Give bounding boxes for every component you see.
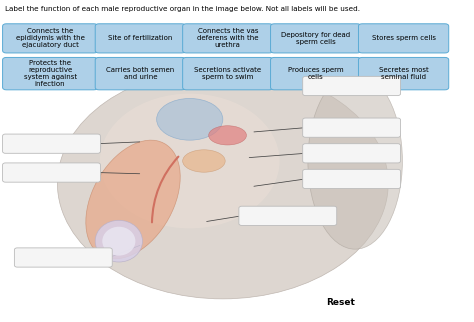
Ellipse shape (308, 73, 402, 249)
FancyBboxPatch shape (95, 24, 185, 53)
Ellipse shape (86, 140, 180, 259)
FancyBboxPatch shape (271, 57, 361, 90)
FancyBboxPatch shape (182, 24, 273, 53)
FancyBboxPatch shape (2, 24, 98, 53)
Text: Protects the
reproductive
system against
infection: Protects the reproductive system against… (24, 60, 77, 87)
FancyBboxPatch shape (303, 169, 401, 189)
Text: Carries both semen
and urine: Carries both semen and urine (106, 67, 174, 80)
FancyBboxPatch shape (182, 57, 273, 90)
FancyBboxPatch shape (2, 134, 100, 153)
Ellipse shape (102, 227, 136, 256)
FancyBboxPatch shape (95, 57, 185, 90)
Text: Stores sperm cells: Stores sperm cells (372, 35, 436, 41)
Text: Secretions activate
sperm to swim: Secretions activate sperm to swim (194, 67, 261, 80)
Ellipse shape (156, 99, 223, 140)
Text: Depository for dead
sperm cells: Depository for dead sperm cells (281, 32, 350, 45)
FancyBboxPatch shape (239, 206, 337, 225)
FancyBboxPatch shape (2, 57, 98, 90)
FancyBboxPatch shape (271, 24, 361, 53)
FancyBboxPatch shape (358, 57, 449, 90)
FancyBboxPatch shape (303, 144, 401, 163)
Ellipse shape (182, 150, 225, 172)
Text: Produces sperm
cells: Produces sperm cells (288, 67, 344, 80)
Text: Connects the
epididymis with the
ejaculatory duct: Connects the epididymis with the ejacula… (16, 28, 84, 48)
Text: Reset: Reset (327, 298, 356, 307)
Ellipse shape (209, 126, 246, 145)
FancyBboxPatch shape (303, 76, 401, 96)
Text: Site of fertilization: Site of fertilization (108, 35, 173, 41)
Ellipse shape (95, 220, 143, 262)
FancyBboxPatch shape (14, 248, 112, 267)
Text: Connects the vas
deferens with the
urethra: Connects the vas deferens with the ureth… (197, 28, 258, 48)
FancyBboxPatch shape (303, 118, 401, 137)
Text: Label the function of each male reproductive organ in the image below. Not all l: Label the function of each male reproduc… (5, 5, 360, 12)
FancyBboxPatch shape (2, 163, 100, 182)
Ellipse shape (57, 68, 388, 299)
Text: Secretes most
seminal fluid: Secretes most seminal fluid (379, 67, 428, 80)
Ellipse shape (100, 94, 280, 228)
FancyBboxPatch shape (358, 24, 449, 53)
